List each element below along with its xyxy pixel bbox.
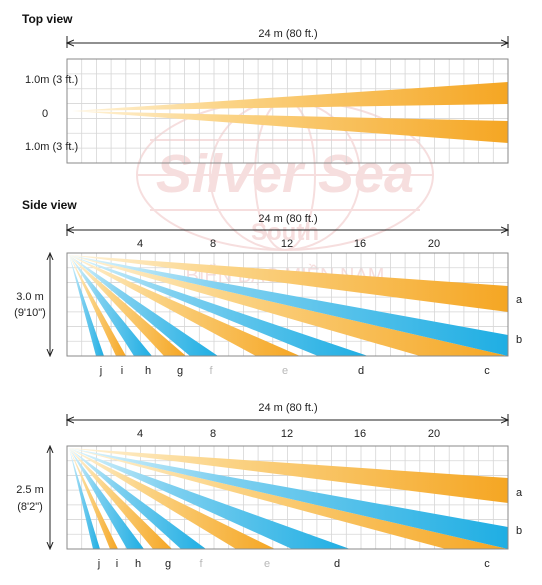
beam-zone-a	[69, 448, 508, 503]
zone-letter-e: e	[282, 365, 288, 377]
zone-letter-f: f	[209, 365, 213, 377]
zone-letter-h: h	[135, 558, 141, 570]
beam-zone-g	[69, 448, 172, 549]
beam-zone-g	[69, 255, 186, 356]
zone-letter-j: j	[97, 558, 100, 570]
top-view-frame	[66, 58, 509, 164]
beam-zone-d	[69, 448, 350, 549]
zone-letter-i: i	[116, 558, 118, 570]
tick-label: 16	[354, 428, 366, 440]
zone-letter-h: h	[145, 365, 151, 377]
tick-label: 20	[428, 238, 440, 250]
zone-letter-i: i	[121, 365, 123, 377]
top-view-beam-lower	[72, 111, 508, 143]
side-view-2-5m-frame	[66, 445, 509, 550]
side-view-3m: 24 m (80 ft.) 4 8 12 16 20 3.0 m (9'10")…	[14, 213, 523, 377]
top-view-row-label-center: 0	[42, 108, 48, 120]
beam-zone-j	[69, 448, 100, 549]
beam-zone-h	[69, 448, 144, 549]
tick-label: 16	[354, 238, 366, 250]
top-view-beams	[72, 82, 508, 143]
zone-letter-d: d	[358, 365, 364, 377]
beam-zone-f	[69, 448, 206, 549]
beam-zone-j	[69, 255, 104, 356]
side-view-title: Side view	[22, 198, 77, 212]
beam-zone-i	[69, 255, 126, 356]
zone-letter-c: c	[484, 365, 490, 377]
tick-label: 12	[281, 238, 293, 250]
zone-letter-a: a	[516, 487, 523, 499]
zone-letters: j i h g f e d c	[97, 558, 490, 570]
tick-label: 20	[428, 428, 440, 440]
height-label-ft: (8'2")	[17, 501, 43, 513]
tick-label: 12	[281, 428, 293, 440]
zone-letter-j: j	[99, 365, 102, 377]
top-view-row-label-lower: 1.0m (3 ft.)	[25, 141, 78, 153]
zone-letter-g: g	[165, 558, 171, 570]
height-label: 2.5 m	[16, 484, 44, 496]
tick-label: 8	[210, 428, 216, 440]
zone-letter-d: d	[334, 558, 340, 570]
side-view-3m-range-label: 24 m (80 ft.)	[258, 213, 317, 225]
beam-zone-b	[69, 255, 508, 356]
height-label: 3.0 m	[16, 291, 44, 303]
beam-zone-h	[69, 255, 152, 356]
side-view-3m-ticks: 4 8 12 16 20	[137, 238, 440, 250]
tick-label: 8	[210, 238, 216, 250]
zone-letters: j i h g f e d c	[99, 365, 490, 377]
side-view-3m-beams	[69, 255, 508, 356]
beam-zone-d	[69, 255, 368, 356]
top-view-row-label-upper: 1.0m (3 ft.)	[25, 74, 78, 86]
side-view-3m-frame	[66, 252, 509, 357]
top-view-beam-upper	[72, 82, 508, 111]
tick-label: 4	[137, 428, 143, 440]
tick-label: 4	[137, 238, 143, 250]
zone-letter-b: b	[516, 525, 522, 537]
zone-letter-f: f	[199, 558, 203, 570]
beam-zone-f	[69, 255, 218, 356]
beam-zone-i	[69, 448, 118, 549]
beam-zone-e	[69, 448, 275, 549]
top-view-grid	[67, 59, 508, 163]
beam-zone-a	[69, 255, 508, 312]
side-view-2-5m-ticks: 4 8 12 16 20	[137, 428, 440, 440]
beam-zone-e	[69, 255, 300, 356]
top-view: Top view 24 m (80 ft.) 1.0m (3 ft.) 0 1.…	[22, 12, 509, 164]
beam-zone-b	[69, 448, 508, 549]
height-label-ft: (9'10")	[14, 307, 46, 319]
top-view-range-label: 24 m (80 ft.)	[258, 28, 317, 40]
zone-letter-b: b	[516, 334, 522, 346]
top-view-title: Top view	[22, 12, 73, 26]
side-view-2-5m: 24 m (80 ft.) 4 8 12 16 20 2.5 m (8'2") …	[16, 402, 523, 570]
zone-letter-g: g	[177, 365, 183, 377]
side-view-2-5m-range-label: 24 m (80 ft.)	[258, 402, 317, 414]
zone-letter-a: a	[516, 294, 523, 306]
zone-letter-c: c	[484, 558, 490, 570]
zone-letter-e: e	[264, 558, 270, 570]
side-view-2-5m-beams	[69, 448, 508, 549]
